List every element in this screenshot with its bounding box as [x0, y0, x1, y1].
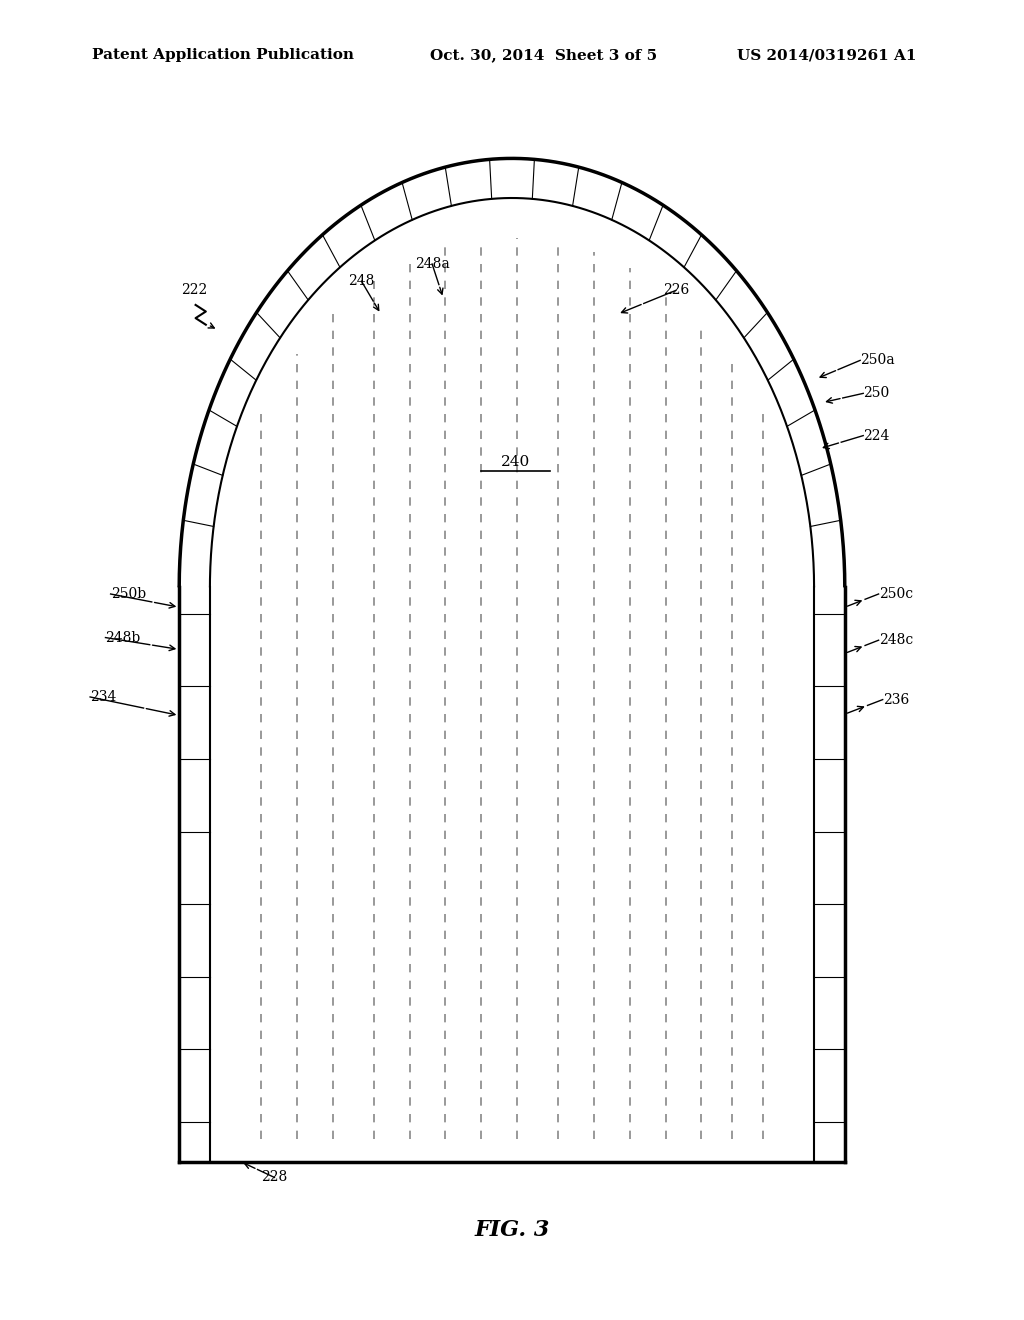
Text: 250a: 250a — [860, 354, 895, 367]
Text: 248c: 248c — [879, 634, 912, 647]
Text: 222: 222 — [181, 284, 208, 297]
Text: 248: 248 — [348, 275, 375, 288]
Text: 234: 234 — [90, 690, 117, 704]
Text: 248b: 248b — [105, 631, 140, 644]
Text: 226: 226 — [663, 284, 689, 297]
Text: 236: 236 — [883, 693, 909, 706]
Text: 228: 228 — [261, 1171, 288, 1184]
Text: FIG. 3: FIG. 3 — [474, 1220, 550, 1241]
Text: 248a: 248a — [415, 257, 450, 271]
Text: 250c: 250c — [879, 587, 912, 601]
Text: 224: 224 — [863, 429, 890, 442]
Text: 240: 240 — [501, 454, 529, 469]
Text: 250: 250 — [863, 387, 890, 400]
Text: 250b: 250b — [111, 587, 145, 601]
Text: Oct. 30, 2014  Sheet 3 of 5: Oct. 30, 2014 Sheet 3 of 5 — [430, 49, 657, 62]
Text: Patent Application Publication: Patent Application Publication — [92, 49, 354, 62]
Text: US 2014/0319261 A1: US 2014/0319261 A1 — [737, 49, 916, 62]
